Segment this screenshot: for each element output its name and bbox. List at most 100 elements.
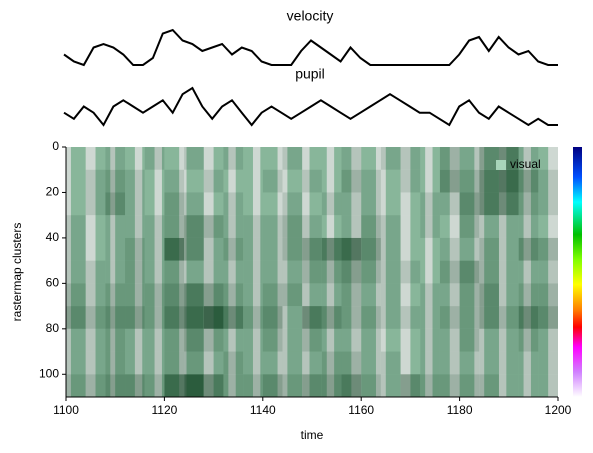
- y-tick-label: 20: [46, 185, 60, 199]
- heat-cell: [66, 328, 86, 352]
- x-tick-label: 1100: [53, 403, 79, 417]
- heat-cell: [223, 169, 244, 193]
- y-tick-label: 0: [52, 139, 59, 153]
- heat-cell: [459, 169, 480, 193]
- heat-cell: [302, 215, 322, 238]
- heat-cell: [380, 351, 401, 375]
- heat-cell: [341, 192, 362, 216]
- heat-cell: [321, 147, 342, 170]
- heat-cell: [420, 306, 440, 329]
- heat-cell: [105, 306, 126, 329]
- heat-cell: [420, 169, 440, 193]
- heat-cell: [380, 215, 401, 238]
- heat-cell: [282, 169, 303, 193]
- heat-cell: [203, 147, 224, 170]
- heat-cell: [203, 215, 224, 238]
- legend-swatch: [496, 160, 506, 170]
- heat-cell: [420, 351, 440, 375]
- heat-cell: [184, 237, 204, 261]
- heat-cell: [203, 328, 224, 352]
- heat-cell: [66, 260, 86, 284]
- heat-cell: [420, 328, 440, 352]
- heat-cell: [321, 237, 342, 261]
- heat-cell: [85, 328, 106, 352]
- heat-cell: [439, 237, 460, 261]
- heat-cell: [184, 328, 204, 352]
- stimulus-band: [309, 147, 327, 397]
- heat-cell: [302, 147, 322, 170]
- heat-cell: [262, 147, 283, 170]
- heat-cell: [518, 351, 539, 375]
- chart-title: pupil: [295, 66, 325, 82]
- heat-cell: [262, 328, 283, 352]
- heat-cell: [85, 374, 106, 397]
- heat-cell: [321, 215, 342, 238]
- heat-cell: [518, 374, 539, 397]
- heat-cell: [203, 260, 224, 284]
- heat-cell: [66, 306, 86, 329]
- heat-cell: [400, 147, 421, 170]
- heat-cell: [85, 306, 106, 329]
- heat-cell: [125, 328, 145, 352]
- y-tick-label: 100: [39, 366, 59, 380]
- stimulus-band: [361, 147, 376, 397]
- heat-cell: [184, 306, 204, 329]
- heat-cell: [223, 237, 244, 261]
- heat-cell: [479, 192, 499, 216]
- heat-cell: [282, 147, 303, 170]
- heat-cell: [85, 260, 106, 284]
- heat-cell: [125, 147, 145, 170]
- heat-cell: [518, 169, 539, 193]
- heat-cell: [66, 169, 86, 193]
- heat-cell: [282, 328, 303, 352]
- heat-cell: [538, 283, 558, 307]
- heat-cell: [479, 328, 499, 352]
- heat-cell: [341, 169, 362, 193]
- heat-cell: [518, 328, 539, 352]
- heat-cell: [203, 374, 224, 397]
- heat-cell: [125, 306, 145, 329]
- heat-cell: [400, 260, 421, 284]
- heat-cell: [302, 260, 322, 284]
- heat-cell: [459, 260, 480, 284]
- heat-cell: [262, 237, 283, 261]
- heat-cell: [203, 169, 224, 193]
- heat-cell: [144, 147, 165, 170]
- heat-cell: [518, 237, 539, 261]
- heat-cell: [282, 215, 303, 238]
- heat-cell: [538, 351, 558, 375]
- heat-cell: [85, 192, 106, 216]
- x-tick-label: 1200: [545, 403, 572, 417]
- heat-cell: [302, 237, 322, 261]
- heat-cell: [262, 260, 283, 284]
- heat-cell: [361, 328, 381, 352]
- heat-cell: [518, 283, 539, 307]
- heat-cell: [66, 147, 86, 170]
- heat-cell: [164, 237, 185, 261]
- heat-cell: [361, 169, 381, 193]
- colorbar: [573, 147, 582, 397]
- heat-cell: [380, 283, 401, 307]
- heat-cell: [459, 147, 480, 170]
- trace: [63, 28, 558, 67]
- heat-cell: [302, 328, 322, 352]
- heat-cell: [439, 283, 460, 307]
- heat-cell: [203, 237, 224, 261]
- heat-cell: [105, 192, 126, 216]
- heat-cell: [400, 215, 421, 238]
- heat-cell: [341, 283, 362, 307]
- heat-cell: [184, 374, 204, 397]
- heat-cell: [321, 192, 342, 216]
- heat-cell: [479, 374, 499, 397]
- stimulus-band: [530, 147, 549, 397]
- heat-cell: [459, 283, 480, 307]
- heat-cell: [498, 169, 519, 193]
- heat-cell: [479, 237, 499, 261]
- heat-cell: [321, 328, 342, 352]
- heat-cell: [144, 192, 165, 216]
- heat-cell: [85, 351, 106, 375]
- heat-cell: [144, 374, 165, 397]
- heat-cell: [479, 169, 499, 193]
- heat-cell: [538, 215, 558, 238]
- heat-cell: [459, 374, 480, 397]
